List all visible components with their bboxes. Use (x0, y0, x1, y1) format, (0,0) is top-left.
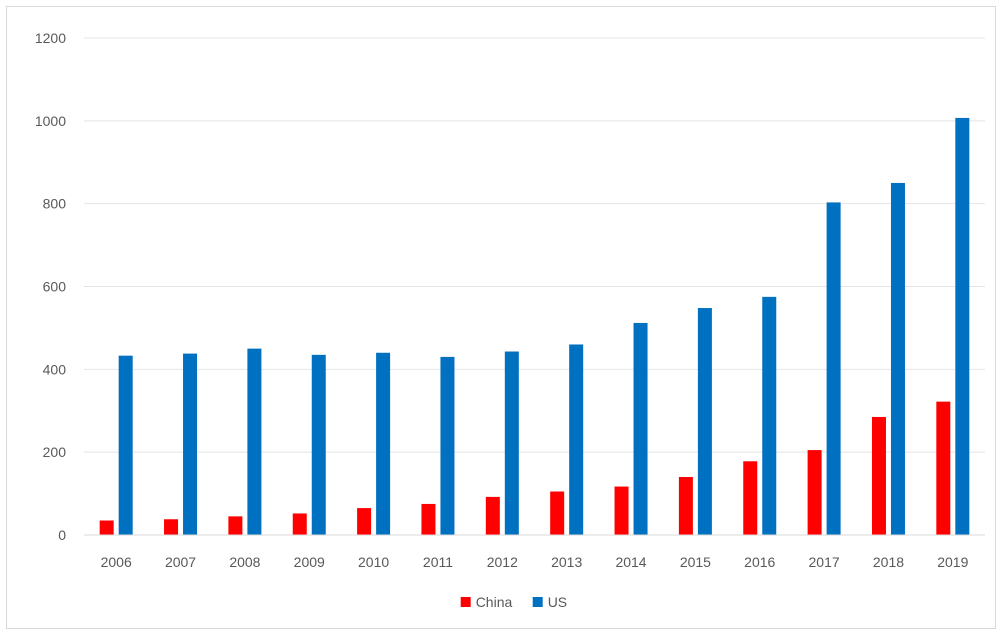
bar-us-2017 (826, 202, 841, 535)
bar-us-2011 (440, 356, 455, 535)
bar-china-2010 (357, 508, 372, 535)
x-tick-label: 2017 (809, 554, 840, 570)
bar-china-2019 (936, 401, 951, 535)
bar-china-2013 (550, 491, 565, 535)
legend-label: US (548, 594, 567, 610)
bar-us-2008 (247, 348, 262, 535)
bar-us-2007 (183, 353, 198, 535)
bars (99, 117, 970, 536)
bar-us-2010 (376, 352, 391, 535)
bar-china-2017 (807, 450, 822, 535)
legend-label: China (476, 594, 513, 610)
bar-china-2009 (292, 513, 307, 535)
y-tick-label: 600 (43, 279, 67, 295)
x-tick-label: 2011 (423, 554, 453, 570)
y-tick-label: 1200 (35, 30, 66, 46)
bar-china-2011 (421, 503, 436, 535)
bar-china-2015 (678, 477, 693, 535)
bar-china-2007 (164, 519, 179, 535)
bar-us-2015 (697, 308, 712, 535)
bar-us-2006 (118, 355, 133, 535)
y-tick-label: 400 (43, 361, 67, 377)
bar-us-2019 (955, 117, 970, 535)
bar-china-2018 (871, 416, 886, 535)
x-tick-label: 2009 (294, 554, 325, 570)
x-tick-label: 2010 (358, 554, 389, 570)
legend-swatch (460, 597, 471, 607)
gridlines (84, 37, 985, 453)
bar-us-2012 (504, 351, 519, 535)
bar-china-2008 (228, 516, 243, 535)
x-tick-label: 2008 (229, 554, 260, 570)
legend: China US (460, 594, 567, 610)
bar-china-2014 (614, 486, 629, 535)
x-tick-label: 2019 (937, 554, 968, 570)
bar-us-2018 (890, 182, 905, 536)
bar-us-2016 (762, 296, 777, 535)
y-tick-label: 1000 (35, 113, 66, 129)
bar-us-2009 (311, 354, 326, 535)
y-tick-label: 0 (58, 527, 66, 543)
x-axis-ticks: 2006 2007 2008 2009 2010 2011 2012 2013 2014 2015… (101, 554, 969, 570)
legend-item-us: US (532, 594, 567, 610)
bar-us-2013 (569, 344, 584, 535)
x-tick-label: 2007 (165, 554, 196, 570)
bar-us-2014 (633, 322, 648, 535)
x-tick-label: 2012 (487, 554, 518, 570)
x-tick-label: 2006 (101, 554, 132, 570)
x-tick-label: 2016 (744, 554, 775, 570)
x-tick-label: 2015 (680, 554, 711, 570)
x-tick-label: 2013 (551, 554, 582, 570)
x-tick-label: 2018 (873, 554, 904, 570)
x-tick-label: 2014 (615, 554, 646, 570)
y-tick-label: 800 (43, 196, 67, 212)
y-axis-ticks: 0 200 400 600 800 1000 1200 (35, 30, 66, 543)
y-tick-label: 200 (43, 444, 67, 460)
bar-china-2006 (99, 520, 114, 535)
bar-china-2016 (743, 461, 758, 535)
legend-swatch (532, 597, 543, 607)
bar-china-2012 (485, 496, 500, 535)
legend-item-china: China (460, 594, 513, 610)
